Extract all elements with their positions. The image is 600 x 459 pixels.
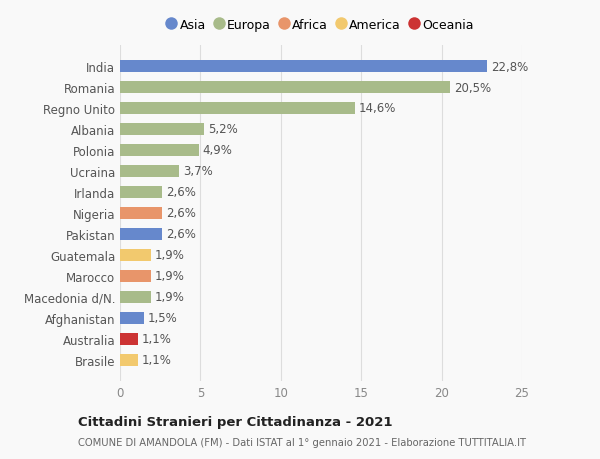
Text: 20,5%: 20,5% [454,81,491,94]
Text: 2,6%: 2,6% [166,186,196,199]
Bar [120,187,162,198]
Bar [120,82,449,94]
Bar [120,124,203,135]
Bar [120,354,137,366]
Text: 22,8%: 22,8% [491,61,528,73]
Text: 2,6%: 2,6% [166,207,196,220]
Bar [120,207,162,219]
Text: 3,7%: 3,7% [184,165,213,178]
Bar [120,313,144,324]
Text: 1,9%: 1,9% [155,270,184,283]
Bar [120,166,179,177]
Text: COMUNE DI AMANDOLA (FM) - Dati ISTAT al 1° gennaio 2021 - Elaborazione TUTTITALI: COMUNE DI AMANDOLA (FM) - Dati ISTAT al … [78,437,526,447]
Text: 5,2%: 5,2% [208,123,238,136]
Bar [120,103,355,114]
Text: 1,9%: 1,9% [155,291,184,304]
Bar [120,333,137,345]
Text: Cittadini Stranieri per Cittadinanza - 2021: Cittadini Stranieri per Cittadinanza - 2… [78,415,392,428]
Text: 1,1%: 1,1% [142,353,172,366]
Bar [120,61,487,73]
Bar [120,250,151,261]
Text: 14,6%: 14,6% [359,102,396,115]
Text: 2,6%: 2,6% [166,228,196,241]
Text: 4,9%: 4,9% [203,144,233,157]
Text: 1,5%: 1,5% [148,312,178,325]
Text: 1,1%: 1,1% [142,333,172,346]
Bar [120,229,162,240]
Text: 1,9%: 1,9% [155,249,184,262]
Bar [120,145,199,157]
Bar [120,291,151,303]
Bar [120,270,151,282]
Legend: Asia, Europa, Africa, America, Oceania: Asia, Europa, Africa, America, Oceania [168,19,474,32]
